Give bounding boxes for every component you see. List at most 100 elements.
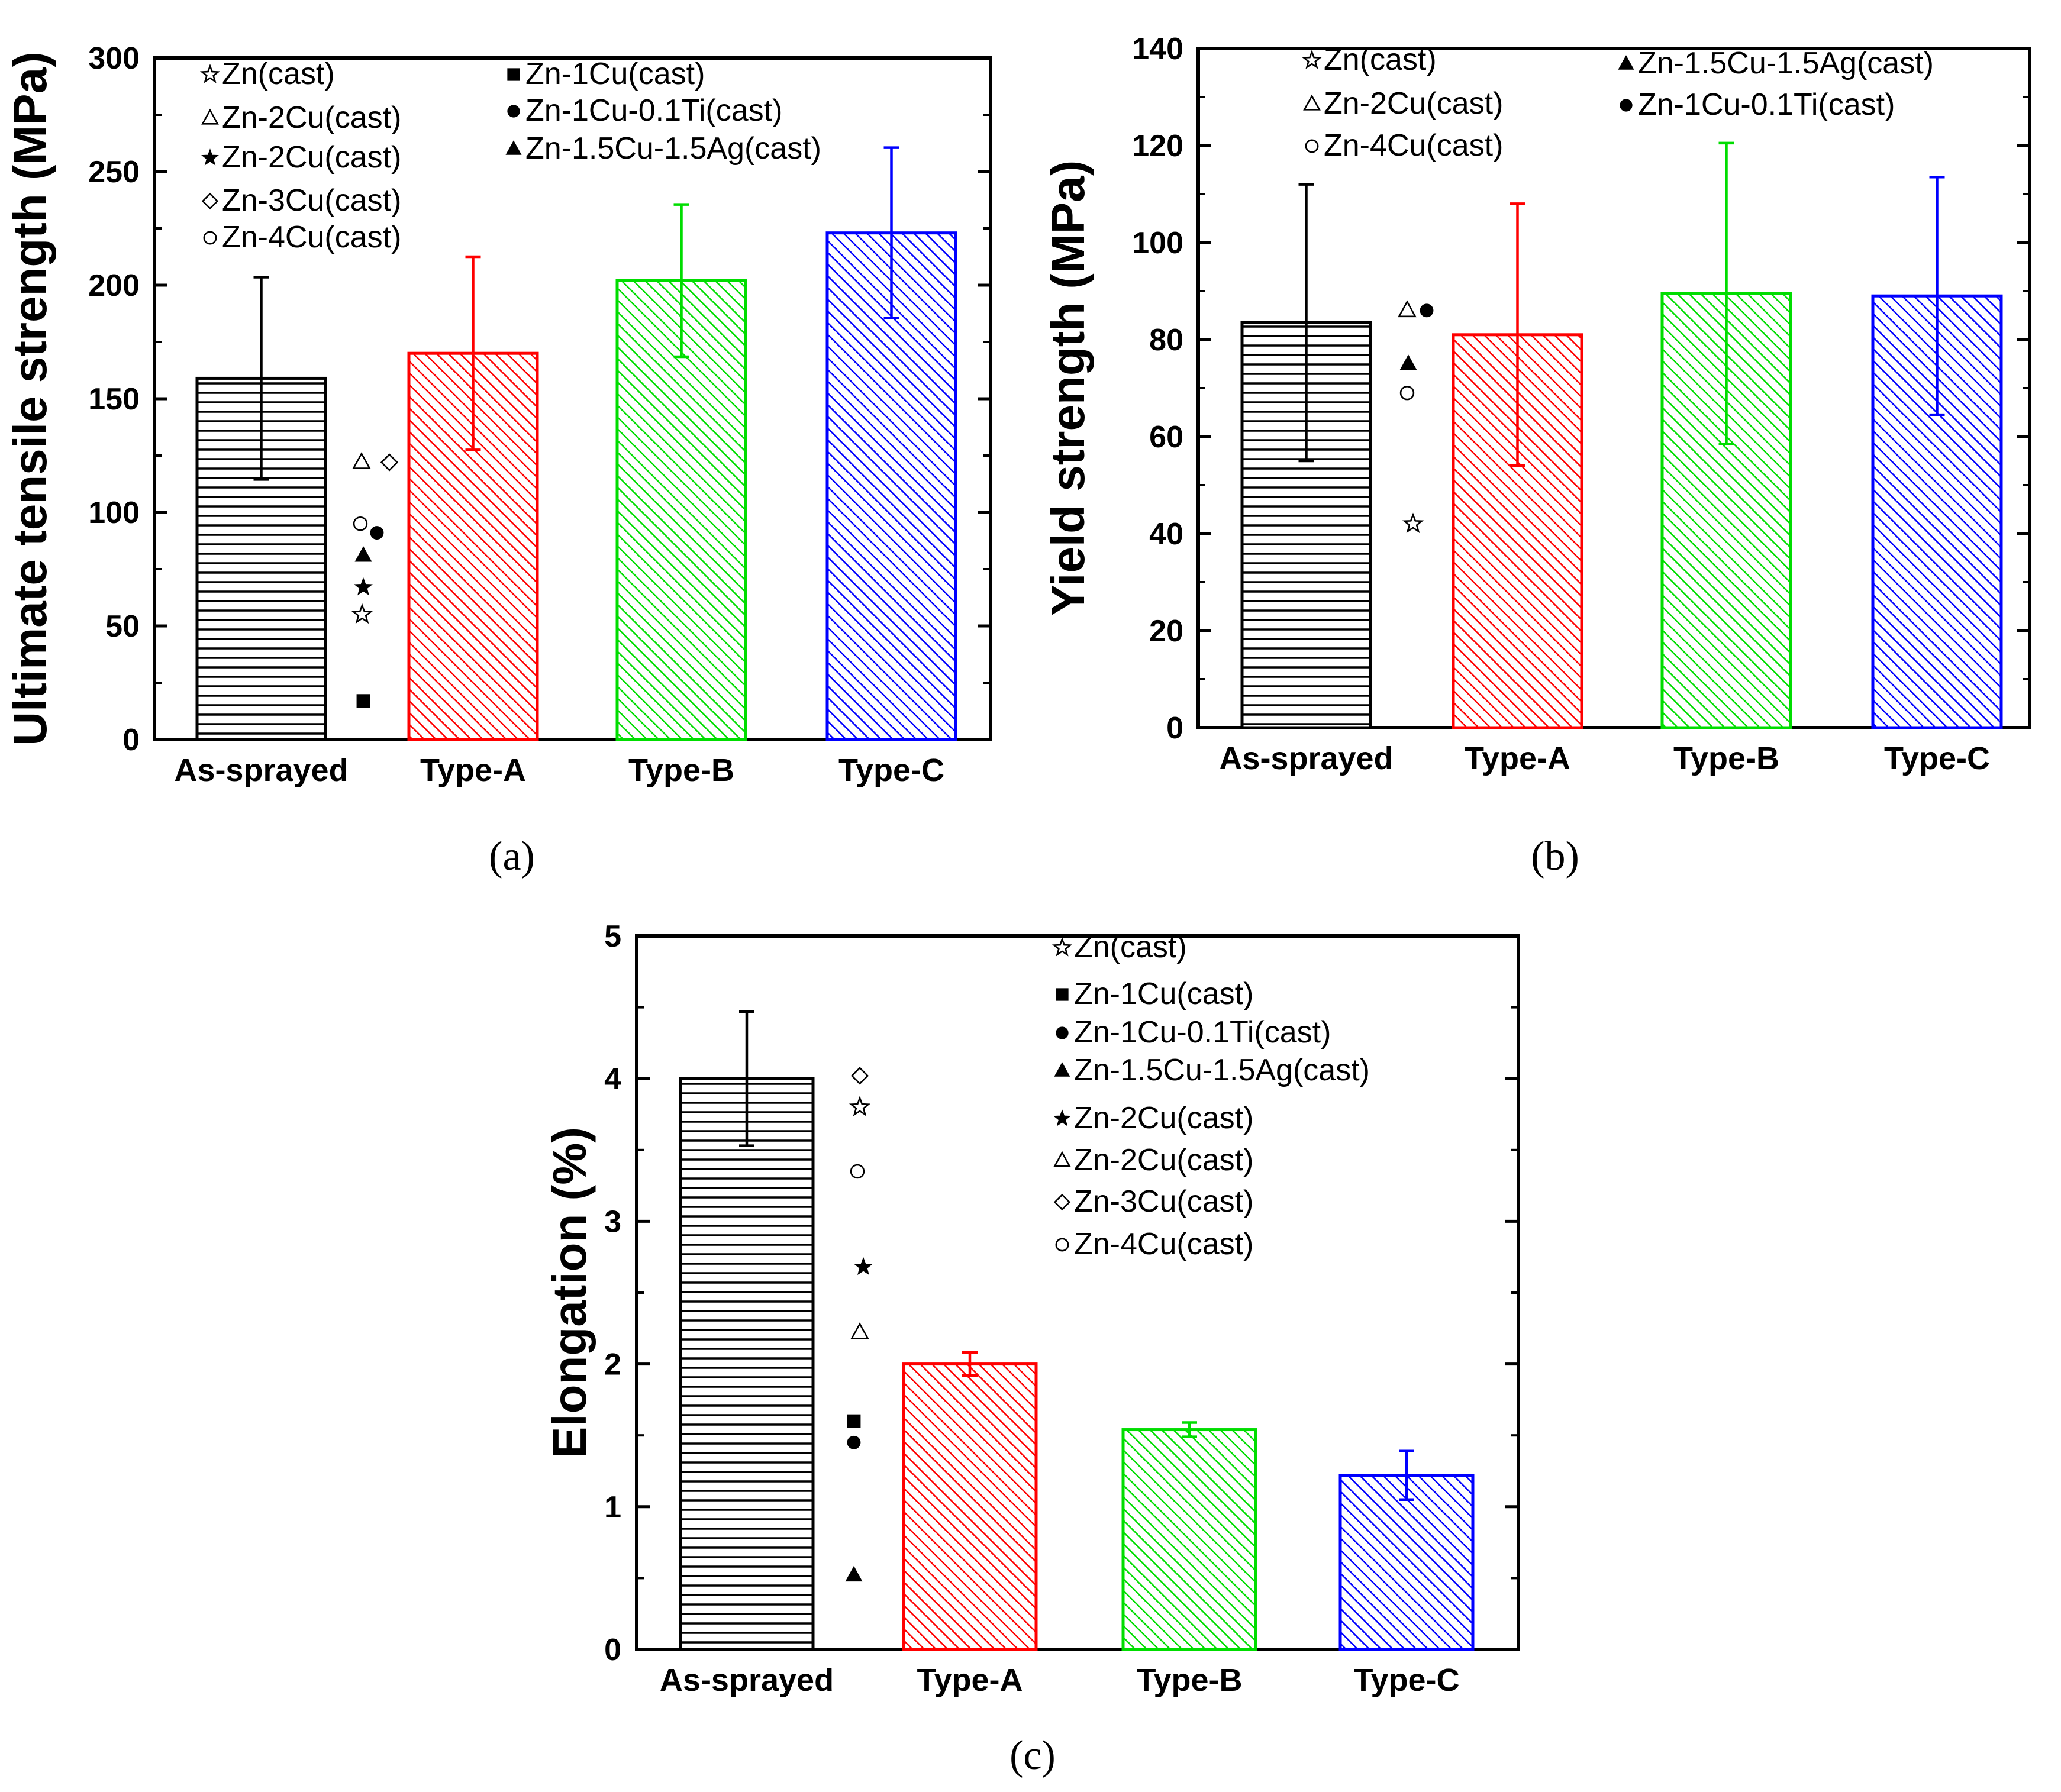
y-axis-label: Elongation (%) bbox=[543, 1127, 596, 1458]
reference-point-circle-filled bbox=[370, 526, 384, 540]
category-label-type-a: Type-A bbox=[1465, 741, 1570, 776]
legend-label: Zn-1Cu-0.1Ti(cast) bbox=[525, 93, 782, 128]
y-tick-label: 140 bbox=[1132, 32, 1183, 66]
category-label-as-sprayed: As-sprayed bbox=[1219, 741, 1393, 776]
reference-point-triangle-filled bbox=[354, 546, 372, 562]
reference-point-circle-open bbox=[1399, 385, 1415, 401]
legend-marker-triangle-open bbox=[1053, 1151, 1071, 1167]
y-tick-label: 120 bbox=[1132, 129, 1183, 163]
legend-label: Zn-1.5Cu-1.5Ag(cast) bbox=[1638, 46, 1934, 80]
bar-type-c bbox=[1338, 1474, 1475, 1651]
legend-marker-square-filled bbox=[1056, 988, 1069, 1001]
category-label-as-sprayed: As-sprayed bbox=[174, 753, 348, 788]
reference-point-triangle-open bbox=[1398, 300, 1417, 318]
legend-label: Zn-4Cu(cast) bbox=[222, 220, 401, 254]
bar-as-sprayed bbox=[679, 1077, 815, 1651]
y-tick-label: 50 bbox=[105, 609, 140, 644]
chart-ultimate-tensile-strength: 0 50 100 150 200 250 300 Ultimate tensile stren… bbox=[4, 41, 992, 879]
reference-point-triangle-open bbox=[352, 452, 371, 469]
y-tick-label: 100 bbox=[1132, 226, 1183, 260]
panel-label: (b) bbox=[1531, 834, 1579, 879]
y-tick-label: 0 bbox=[122, 723, 140, 757]
y-tick-label: 250 bbox=[88, 155, 140, 189]
panel-label: (c) bbox=[1009, 1733, 1056, 1778]
reference-point-circle-open bbox=[353, 516, 368, 531]
legend-marker-circle-filled bbox=[507, 105, 520, 118]
legend-marker-star-open bbox=[199, 63, 221, 83]
reference-point-triangle-filled bbox=[845, 1565, 863, 1582]
y-tick-label: 300 bbox=[88, 41, 140, 76]
legend-marker-diamond-open bbox=[201, 192, 219, 210]
reference-point-square-filled bbox=[356, 694, 370, 708]
bar-type-a bbox=[902, 1362, 1038, 1651]
reference-point-star-filled bbox=[354, 577, 373, 596]
category-label-type-a: Type-A bbox=[917, 1662, 1023, 1698]
category-label-type-c: Type-C bbox=[1353, 1662, 1459, 1698]
legend-marker-triangle-filled bbox=[1618, 55, 1634, 70]
legend-label: Zn-2Cu(cast) bbox=[1074, 1143, 1253, 1177]
category-label-type-b: Type-B bbox=[1136, 1662, 1242, 1698]
category-label-type-b: Type-B bbox=[1673, 741, 1779, 776]
category-label-type-c: Type-C bbox=[1884, 741, 1990, 776]
legend-label: Zn-1Cu(cast) bbox=[1074, 977, 1253, 1011]
legend-label: Zn-1.5Cu-1.5Ag(cast) bbox=[525, 131, 821, 166]
legend-marker-triangle-filled bbox=[505, 140, 522, 155]
reference-point-circle-filled bbox=[1420, 303, 1434, 318]
legend-marker-circle-filled bbox=[1620, 99, 1633, 112]
bar-type-c bbox=[1871, 294, 2003, 729]
y-tick-label: 3 bbox=[604, 1205, 621, 1239]
reference-point-diamond-open bbox=[380, 453, 399, 472]
legend-label: Zn-4Cu(cast) bbox=[1324, 128, 1503, 163]
legend-marker-star-filled bbox=[1053, 1109, 1071, 1126]
reference-point-star-open bbox=[849, 1096, 871, 1116]
legend-marker-star-open bbox=[1052, 937, 1073, 957]
chart-yield-strength: 0 20 40 60 80 100 120 140 Yield strength (MPa) As… bbox=[1041, 32, 2031, 879]
bar-type-a bbox=[407, 351, 539, 741]
panel-label: (a) bbox=[489, 834, 535, 879]
legend-label: Zn(cast) bbox=[222, 57, 335, 91]
legend-label: Zn-1Cu-0.1Ti(cast) bbox=[1074, 1015, 1331, 1050]
y-tick-label: 20 bbox=[1149, 614, 1183, 648]
reference-point-star-filled bbox=[854, 1257, 873, 1276]
y-tick-label: 4 bbox=[604, 1062, 621, 1096]
y-tick-label: 5 bbox=[604, 919, 621, 954]
legend-label: Zn-2Cu(cast) bbox=[1324, 86, 1503, 121]
reference-point-triangle-open bbox=[850, 1322, 869, 1339]
chart-elongation: 0 1 2 3 4 5 Elongation (%) As-sprayed Type-A Type… bbox=[543, 919, 1520, 1778]
legend-label: Zn-3Cu(cast) bbox=[222, 183, 401, 218]
legend-marker-circle-open bbox=[1055, 1238, 1069, 1252]
reference-point-star-open bbox=[1402, 512, 1424, 534]
y-tick-label: 0 bbox=[604, 1633, 621, 1667]
legend-label: Zn-2Cu(cast) bbox=[1074, 1101, 1253, 1135]
legend-label: Zn-2Cu(cast) bbox=[222, 101, 401, 135]
y-tick-label: 40 bbox=[1149, 517, 1183, 551]
y-axis-label: Ultimate tensile strength (MPa) bbox=[4, 51, 56, 746]
category-label-type-c: Type-C bbox=[838, 753, 944, 788]
legend-marker-circle-open bbox=[1305, 139, 1319, 153]
legend-label: Zn-1Cu(cast) bbox=[525, 57, 705, 91]
y-tick-label: 200 bbox=[88, 269, 140, 303]
legend-marker-circle-filled bbox=[1056, 1026, 1069, 1039]
legend-marker-triangle-open bbox=[1303, 94, 1321, 111]
y-tick-label: 60 bbox=[1149, 420, 1183, 454]
legend-label: Zn-1.5Cu-1.5Ag(cast) bbox=[1074, 1053, 1370, 1087]
y-tick-label: 80 bbox=[1149, 323, 1183, 357]
y-tick-label: 100 bbox=[88, 496, 140, 530]
legend-marker-diamond-open bbox=[1053, 1193, 1071, 1211]
category-label-type-b: Type-B bbox=[628, 753, 734, 788]
y-tick-label: 150 bbox=[88, 382, 140, 416]
legend-marker-star-filled bbox=[201, 148, 219, 166]
y-tick-label: 0 bbox=[1166, 711, 1183, 745]
legend-marker-circle-open bbox=[203, 231, 217, 245]
reference-point-triangle-filled bbox=[1399, 354, 1417, 370]
y-axis-label: Yield strength (MPa) bbox=[1041, 160, 1094, 616]
legend-marker-triangle-filled bbox=[1054, 1062, 1070, 1077]
legend-label: Zn-4Cu(cast) bbox=[1074, 1227, 1253, 1261]
legend-label: Zn(cast) bbox=[1324, 43, 1437, 77]
legend-marker-star-open bbox=[1301, 49, 1323, 69]
reference-point-circle-open bbox=[850, 1164, 865, 1179]
legend-label: Zn(cast) bbox=[1074, 930, 1187, 964]
reference-point-square-filled bbox=[847, 1414, 861, 1428]
reference-point-circle-filled bbox=[847, 1435, 861, 1449]
